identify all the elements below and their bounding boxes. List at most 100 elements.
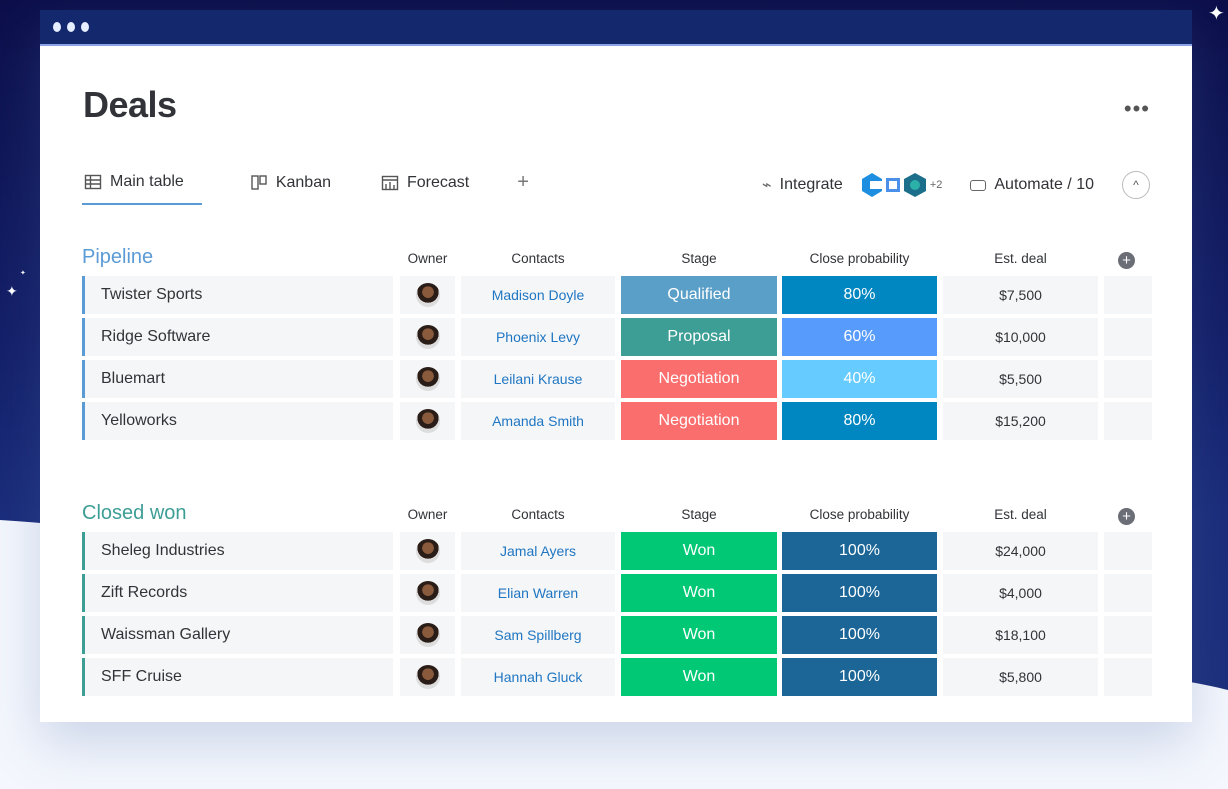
owner-cell[interactable] (400, 276, 455, 314)
automate-label: Automate / 10 (994, 176, 1094, 193)
automate-button[interactable]: Automate / 10 (970, 176, 1094, 194)
close-probability[interactable]: 40% (782, 360, 937, 398)
contact-link[interactable]: Amanda Smith (461, 402, 615, 440)
owner-cell[interactable] (400, 532, 455, 570)
est-deal-value[interactable]: $5,500 (943, 360, 1098, 398)
integrate-label: Integrate (779, 176, 843, 193)
calendar-icon (885, 178, 900, 192)
column-header-stage[interactable]: Stage (681, 251, 717, 266)
stage-status[interactable]: Negotiation (621, 402, 777, 440)
avatar (415, 581, 440, 605)
table-row: Sheleg Industries Jamal Ayers Won 100% $… (82, 532, 1152, 570)
column-header-probability[interactable]: Close probability (809, 251, 910, 266)
sparkle-icon: ✦ (6, 283, 18, 299)
stage-status[interactable]: Qualified (621, 276, 777, 314)
owner-cell[interactable] (400, 658, 455, 696)
empty-cell[interactable] (1104, 616, 1152, 654)
column-header-stage[interactable]: Stage (681, 507, 717, 522)
avatar (415, 539, 440, 563)
more-options-button[interactable]: ••• (1123, 96, 1150, 121)
column-header-owner[interactable]: Owner (407, 251, 448, 266)
empty-cell[interactable] (1104, 318, 1152, 356)
est-deal-value[interactable]: $5,800 (943, 658, 1098, 696)
est-deal-value[interactable]: $24,000 (943, 532, 1098, 570)
avatar (415, 325, 440, 349)
column-header-est-deal[interactable]: Est. deal (994, 507, 1047, 522)
group-title[interactable]: Pipeline (82, 246, 154, 268)
collapse-header-button[interactable]: ^ (1122, 171, 1150, 199)
est-deal-value[interactable]: $4,000 (943, 574, 1098, 612)
owner-cell[interactable] (400, 360, 455, 398)
tab-kanban[interactable]: Kanban (248, 174, 333, 204)
close-probability[interactable]: 80% (782, 402, 937, 440)
contact-link[interactable]: Phoenix Levy (461, 318, 615, 356)
stage-status[interactable]: Negotiation (621, 360, 777, 398)
group-title[interactable]: Closed won (82, 502, 187, 524)
item-name[interactable]: Yelloworks (82, 402, 393, 440)
item-name[interactable]: Bluemart (82, 360, 393, 398)
window-dot[interactable] (53, 22, 61, 32)
column-header-contacts[interactable]: Contacts (511, 507, 565, 522)
close-probability[interactable]: 60% (782, 318, 937, 356)
item-name[interactable]: Waissman Gallery (82, 616, 393, 654)
board: Deals ••• Main table Kanban Forecast + ⌁… (40, 46, 1192, 722)
empty-cell[interactable] (1104, 402, 1152, 440)
stage-status[interactable]: Proposal (621, 318, 777, 356)
contact-link[interactable]: Madison Doyle (461, 276, 615, 314)
table-row: Bluemart Leilani Krause Negotiation 40% … (82, 360, 1152, 398)
stage-status[interactable]: Won (621, 532, 777, 570)
empty-cell[interactable] (1104, 658, 1152, 696)
item-name[interactable]: Ridge Software (82, 318, 393, 356)
stage-status[interactable]: Won (621, 616, 777, 654)
tab-forecast[interactable]: Forecast (379, 174, 471, 204)
stage-status[interactable]: Won (621, 658, 777, 696)
column-header-probability[interactable]: Close probability (809, 507, 910, 522)
group-header: Pipeline Owner Contacts Stage Close prob… (82, 242, 1152, 276)
owner-cell[interactable] (400, 574, 455, 612)
window-dot[interactable] (67, 22, 75, 32)
tab-main-table[interactable]: Main table (82, 173, 202, 205)
column-header-est-deal[interactable]: Est. deal (994, 251, 1047, 266)
integration-logo-icon (861, 173, 882, 197)
owner-cell[interactable] (400, 318, 455, 356)
column-header-owner[interactable]: Owner (407, 507, 448, 522)
avatar (415, 665, 440, 689)
empty-cell[interactable] (1104, 532, 1152, 570)
integration-logo-icon (903, 173, 926, 197)
est-deal-value[interactable]: $18,100 (943, 616, 1098, 654)
integration-logos: +2 (861, 172, 942, 198)
column-header-contacts[interactable]: Contacts (511, 251, 565, 266)
add-view-button[interactable]: + (517, 171, 529, 193)
contact-link[interactable]: Elian Warren (461, 574, 615, 612)
item-name[interactable]: SFF Cruise (82, 658, 393, 696)
item-name[interactable]: Sheleg Industries (82, 532, 393, 570)
est-deal-value[interactable]: $7,500 (943, 276, 1098, 314)
avatar (415, 409, 440, 433)
est-deal-value[interactable]: $10,000 (943, 318, 1098, 356)
empty-cell[interactable] (1104, 574, 1152, 612)
integrate-button[interactable]: ⌁ Integrate +2 (762, 172, 942, 198)
close-probability[interactable]: 100% (782, 532, 937, 570)
close-probability[interactable]: 80% (782, 276, 937, 314)
contact-link[interactable]: Leilani Krause (461, 360, 615, 398)
group-1: Closed won Owner Contacts Stage Close pr… (82, 498, 1152, 700)
empty-cell[interactable] (1104, 360, 1152, 398)
contact-link[interactable]: Jamal Ayers (461, 532, 615, 570)
owner-cell[interactable] (400, 616, 455, 654)
empty-cell[interactable] (1104, 276, 1152, 314)
contact-link[interactable]: Hannah Gluck (461, 658, 615, 696)
close-probability[interactable]: 100% (782, 574, 937, 612)
add-column-button[interactable]: + (1118, 252, 1135, 269)
item-name[interactable]: Twister Sports (82, 276, 393, 314)
add-column-button[interactable]: + (1118, 508, 1135, 525)
item-name[interactable]: Zift Records (82, 574, 393, 612)
window-titlebar (40, 10, 1192, 46)
contact-link[interactable]: Sam Spillberg (461, 616, 615, 654)
owner-cell[interactable] (400, 402, 455, 440)
est-deal-value[interactable]: $15,200 (943, 402, 1098, 440)
stage-status[interactable]: Won (621, 574, 777, 612)
close-probability[interactable]: 100% (782, 616, 937, 654)
close-probability[interactable]: 100% (782, 658, 937, 696)
window-dot[interactable] (81, 22, 89, 32)
sparkle-icon: ✦ (1208, 3, 1225, 25)
